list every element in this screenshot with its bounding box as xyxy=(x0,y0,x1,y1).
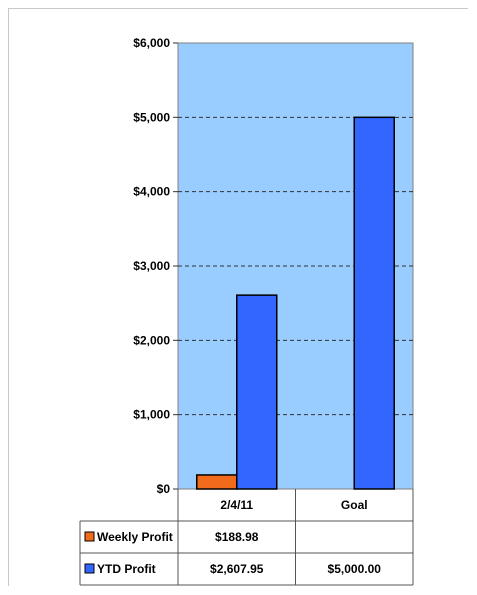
bar-ytd-profit-1 xyxy=(353,116,395,490)
legend-swatch xyxy=(84,563,95,574)
y-tick-label: $4,000 xyxy=(133,185,170,199)
y-tick-label: $3,000 xyxy=(133,259,170,273)
y-tick-label: $1,000 xyxy=(133,408,170,422)
legend-swatch xyxy=(84,531,95,542)
data-label: $5,000.00 xyxy=(328,562,382,576)
bar-weekly-profit-0 xyxy=(196,474,238,490)
bars xyxy=(196,116,395,490)
chart-frame xyxy=(8,8,468,586)
data-label: $2,607.95 xyxy=(210,562,264,576)
x-tick-label: Goal xyxy=(341,498,368,512)
x-tick-label: 2/4/11 xyxy=(220,498,253,512)
y-tick-label: $0 xyxy=(157,482,171,496)
data-table: 2/4/11 Goal Weekly Profit $188.98 YTD Profit… xyxy=(79,489,414,586)
y-tick-label: $5,000 xyxy=(133,110,170,124)
legend-label: YTD Profit xyxy=(97,562,156,576)
y-tick-label: $6,000 xyxy=(133,36,170,50)
legend-label: Weekly Profit xyxy=(97,530,173,544)
y-axis: $0 $1,000 $2,000 $3,000 $4,000 $5,000 $6,000 xyxy=(133,36,178,496)
data-label: $188.98 xyxy=(215,530,259,544)
y-tick-label: $2,000 xyxy=(133,333,170,347)
bar-ytd-profit-0 xyxy=(236,294,278,490)
